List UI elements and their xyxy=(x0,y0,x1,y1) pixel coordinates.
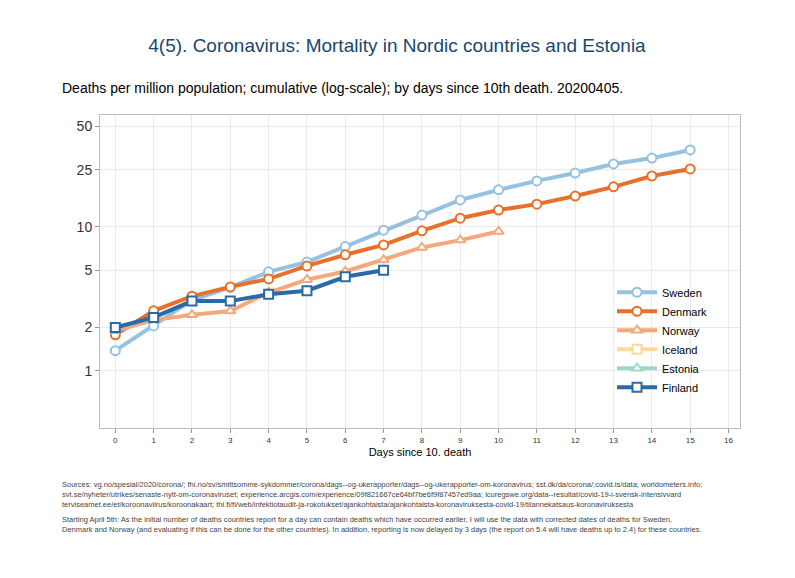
svg-text:16: 16 xyxy=(724,436,733,445)
svg-text:10: 10 xyxy=(77,219,93,235)
svg-text:Iceland: Iceland xyxy=(662,344,697,356)
svg-text:2: 2 xyxy=(190,436,195,445)
svg-text:15: 15 xyxy=(686,436,695,445)
svg-text:Sources: vg.no/spesial/2020/co: Sources: vg.no/spesial/2020/corona/; fhi… xyxy=(62,480,702,509)
svg-text:Denmark: Denmark xyxy=(662,306,707,318)
svg-text:12: 12 xyxy=(571,436,580,445)
svg-text:Starting April 5th: As the ini: Starting April 5th: As the initial numbe… xyxy=(62,515,702,534)
svg-text:3: 3 xyxy=(228,436,233,445)
svg-text:4: 4 xyxy=(266,436,271,445)
svg-text:Norway: Norway xyxy=(662,325,700,337)
svg-text:9: 9 xyxy=(458,436,463,445)
svg-text:13: 13 xyxy=(609,436,618,445)
svg-text:Deaths per million population;: Deaths per million population; cumulativ… xyxy=(62,80,623,96)
svg-text:1: 1 xyxy=(84,363,92,379)
svg-text:Estonia: Estonia xyxy=(662,363,700,375)
svg-text:Days since 10. death: Days since 10. death xyxy=(369,446,472,458)
svg-text:50: 50 xyxy=(77,118,93,134)
svg-text:Finland: Finland xyxy=(662,382,698,394)
svg-text:10: 10 xyxy=(494,436,503,445)
svg-text:0: 0 xyxy=(113,436,118,445)
svg-text:2: 2 xyxy=(84,319,92,335)
svg-text:14: 14 xyxy=(647,436,656,445)
svg-text:7: 7 xyxy=(381,436,386,445)
svg-text:6: 6 xyxy=(343,436,348,445)
svg-text:25: 25 xyxy=(77,162,93,178)
svg-text:5: 5 xyxy=(305,436,310,445)
svg-text:Sweden: Sweden xyxy=(662,287,702,299)
svg-text:5: 5 xyxy=(84,262,92,278)
svg-text:11: 11 xyxy=(533,436,542,445)
svg-text:1: 1 xyxy=(151,436,156,445)
svg-text:8: 8 xyxy=(420,436,425,445)
svg-text:4(5). Coronavirus: Mortality i: 4(5). Coronavirus: Mortality in Nordic c… xyxy=(148,35,646,56)
